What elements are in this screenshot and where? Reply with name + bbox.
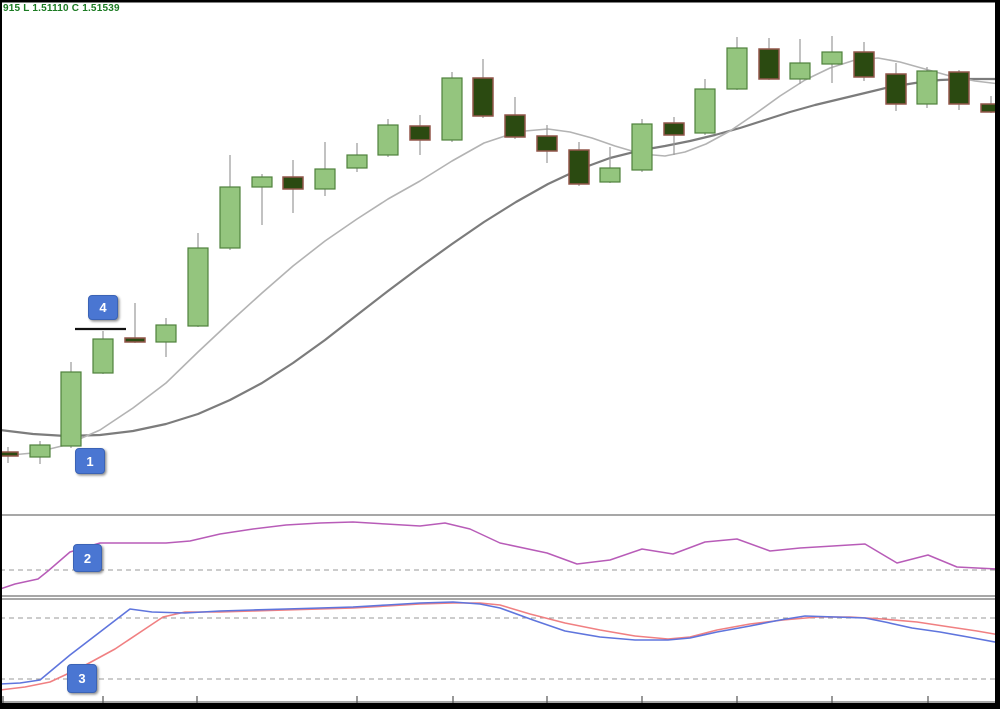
candle-bull[interactable] [631,119,653,172]
border-top [0,0,1000,3]
time-axis[interactable] [0,696,1000,709]
candle-bull[interactable] [155,318,177,357]
candle-body[interactable] [758,48,780,80]
border-left [0,0,2,709]
indicator2-red-line [0,602,1000,691]
candle-body[interactable] [599,167,621,183]
candle-body[interactable] [568,149,590,185]
candle-body[interactable] [409,125,431,141]
candle-body[interactable] [29,444,51,458]
candle-bear[interactable] [853,42,875,81]
panel-grid [0,514,1000,703]
candle-body[interactable] [853,51,875,78]
candle-bear[interactable] [282,160,304,213]
candle-body[interactable] [663,122,685,136]
candle-body[interactable] [441,77,463,141]
candle-bull[interactable] [821,36,843,83]
candle-body[interactable] [472,77,494,117]
candle-bear[interactable] [124,303,146,343]
candle-body[interactable] [377,124,399,156]
candle-bull[interactable] [789,39,811,84]
candle-body[interactable] [821,51,843,65]
candle-body[interactable] [251,176,273,188]
candle-bull[interactable] [60,362,82,448]
time-axis-bar[interactable] [0,703,1000,709]
slow-ma-line [0,77,1000,438]
candle-body[interactable] [885,73,907,105]
indicator-panel-1 [0,521,1000,590]
moving-averages [0,57,1000,457]
candle-body[interactable] [124,337,146,343]
candle-body[interactable] [504,114,526,138]
candle-bull[interactable] [441,72,463,142]
candle-bull[interactable] [92,331,114,374]
candle-bull[interactable] [916,67,938,108]
indicator-panel-2 [0,601,1000,691]
candle-bear[interactable] [663,117,685,155]
candle-body[interactable] [187,247,209,327]
candle-bear[interactable] [948,70,970,110]
candle-bear[interactable] [0,447,19,463]
candle-bull[interactable] [187,233,209,327]
candle-body[interactable] [694,88,716,134]
candle-body[interactable] [789,62,811,80]
candlestick-series [0,36,1000,464]
annotation-marker-4[interactable]: 4 [88,295,118,320]
candle-body[interactable] [219,186,241,249]
candle-body[interactable] [948,71,970,105]
candle-bull[interactable] [251,174,273,225]
candle-bull[interactable] [29,441,51,464]
candle-body[interactable] [0,451,19,457]
candle-bull[interactable] [694,79,716,135]
candle-bear[interactable] [536,125,558,163]
candle-bull[interactable] [314,142,336,196]
candle-bear[interactable] [885,63,907,111]
annotation-marker-3[interactable]: 3 [67,664,97,693]
candle-body[interactable] [536,135,558,152]
candle-body[interactable] [980,103,1000,113]
candle-body[interactable] [60,371,82,447]
candle-bull[interactable] [726,37,748,90]
indicator1-line [0,521,1000,590]
indicator2-blue-line [0,601,1000,685]
candle-bear[interactable] [980,96,1000,113]
annotation-marker-2[interactable]: 2 [73,544,102,572]
candle-body[interactable] [155,324,177,343]
candle-bull[interactable] [377,119,399,157]
candle-bear[interactable] [568,142,590,186]
candle-body[interactable] [92,338,114,374]
candle-bull[interactable] [219,155,241,250]
candle-bear[interactable] [504,97,526,139]
candle-body[interactable] [282,176,304,190]
candle-body[interactable] [631,123,653,171]
candle-bull[interactable] [346,143,368,172]
candle-bull[interactable] [599,147,621,183]
candle-body[interactable] [314,168,336,190]
candle-bear[interactable] [472,59,494,118]
candle-body[interactable] [346,154,368,169]
annotation-marker-1[interactable]: 1 [75,448,105,474]
candle-bear[interactable] [758,38,780,80]
ohlc-readout: 915 L 1.51110 C 1.51539 [3,3,120,14]
border-right [995,0,1000,709]
candle-bear[interactable] [409,115,431,155]
fast-ma-line [0,57,1000,457]
candle-body[interactable] [726,47,748,90]
candle-body[interactable] [916,70,938,105]
